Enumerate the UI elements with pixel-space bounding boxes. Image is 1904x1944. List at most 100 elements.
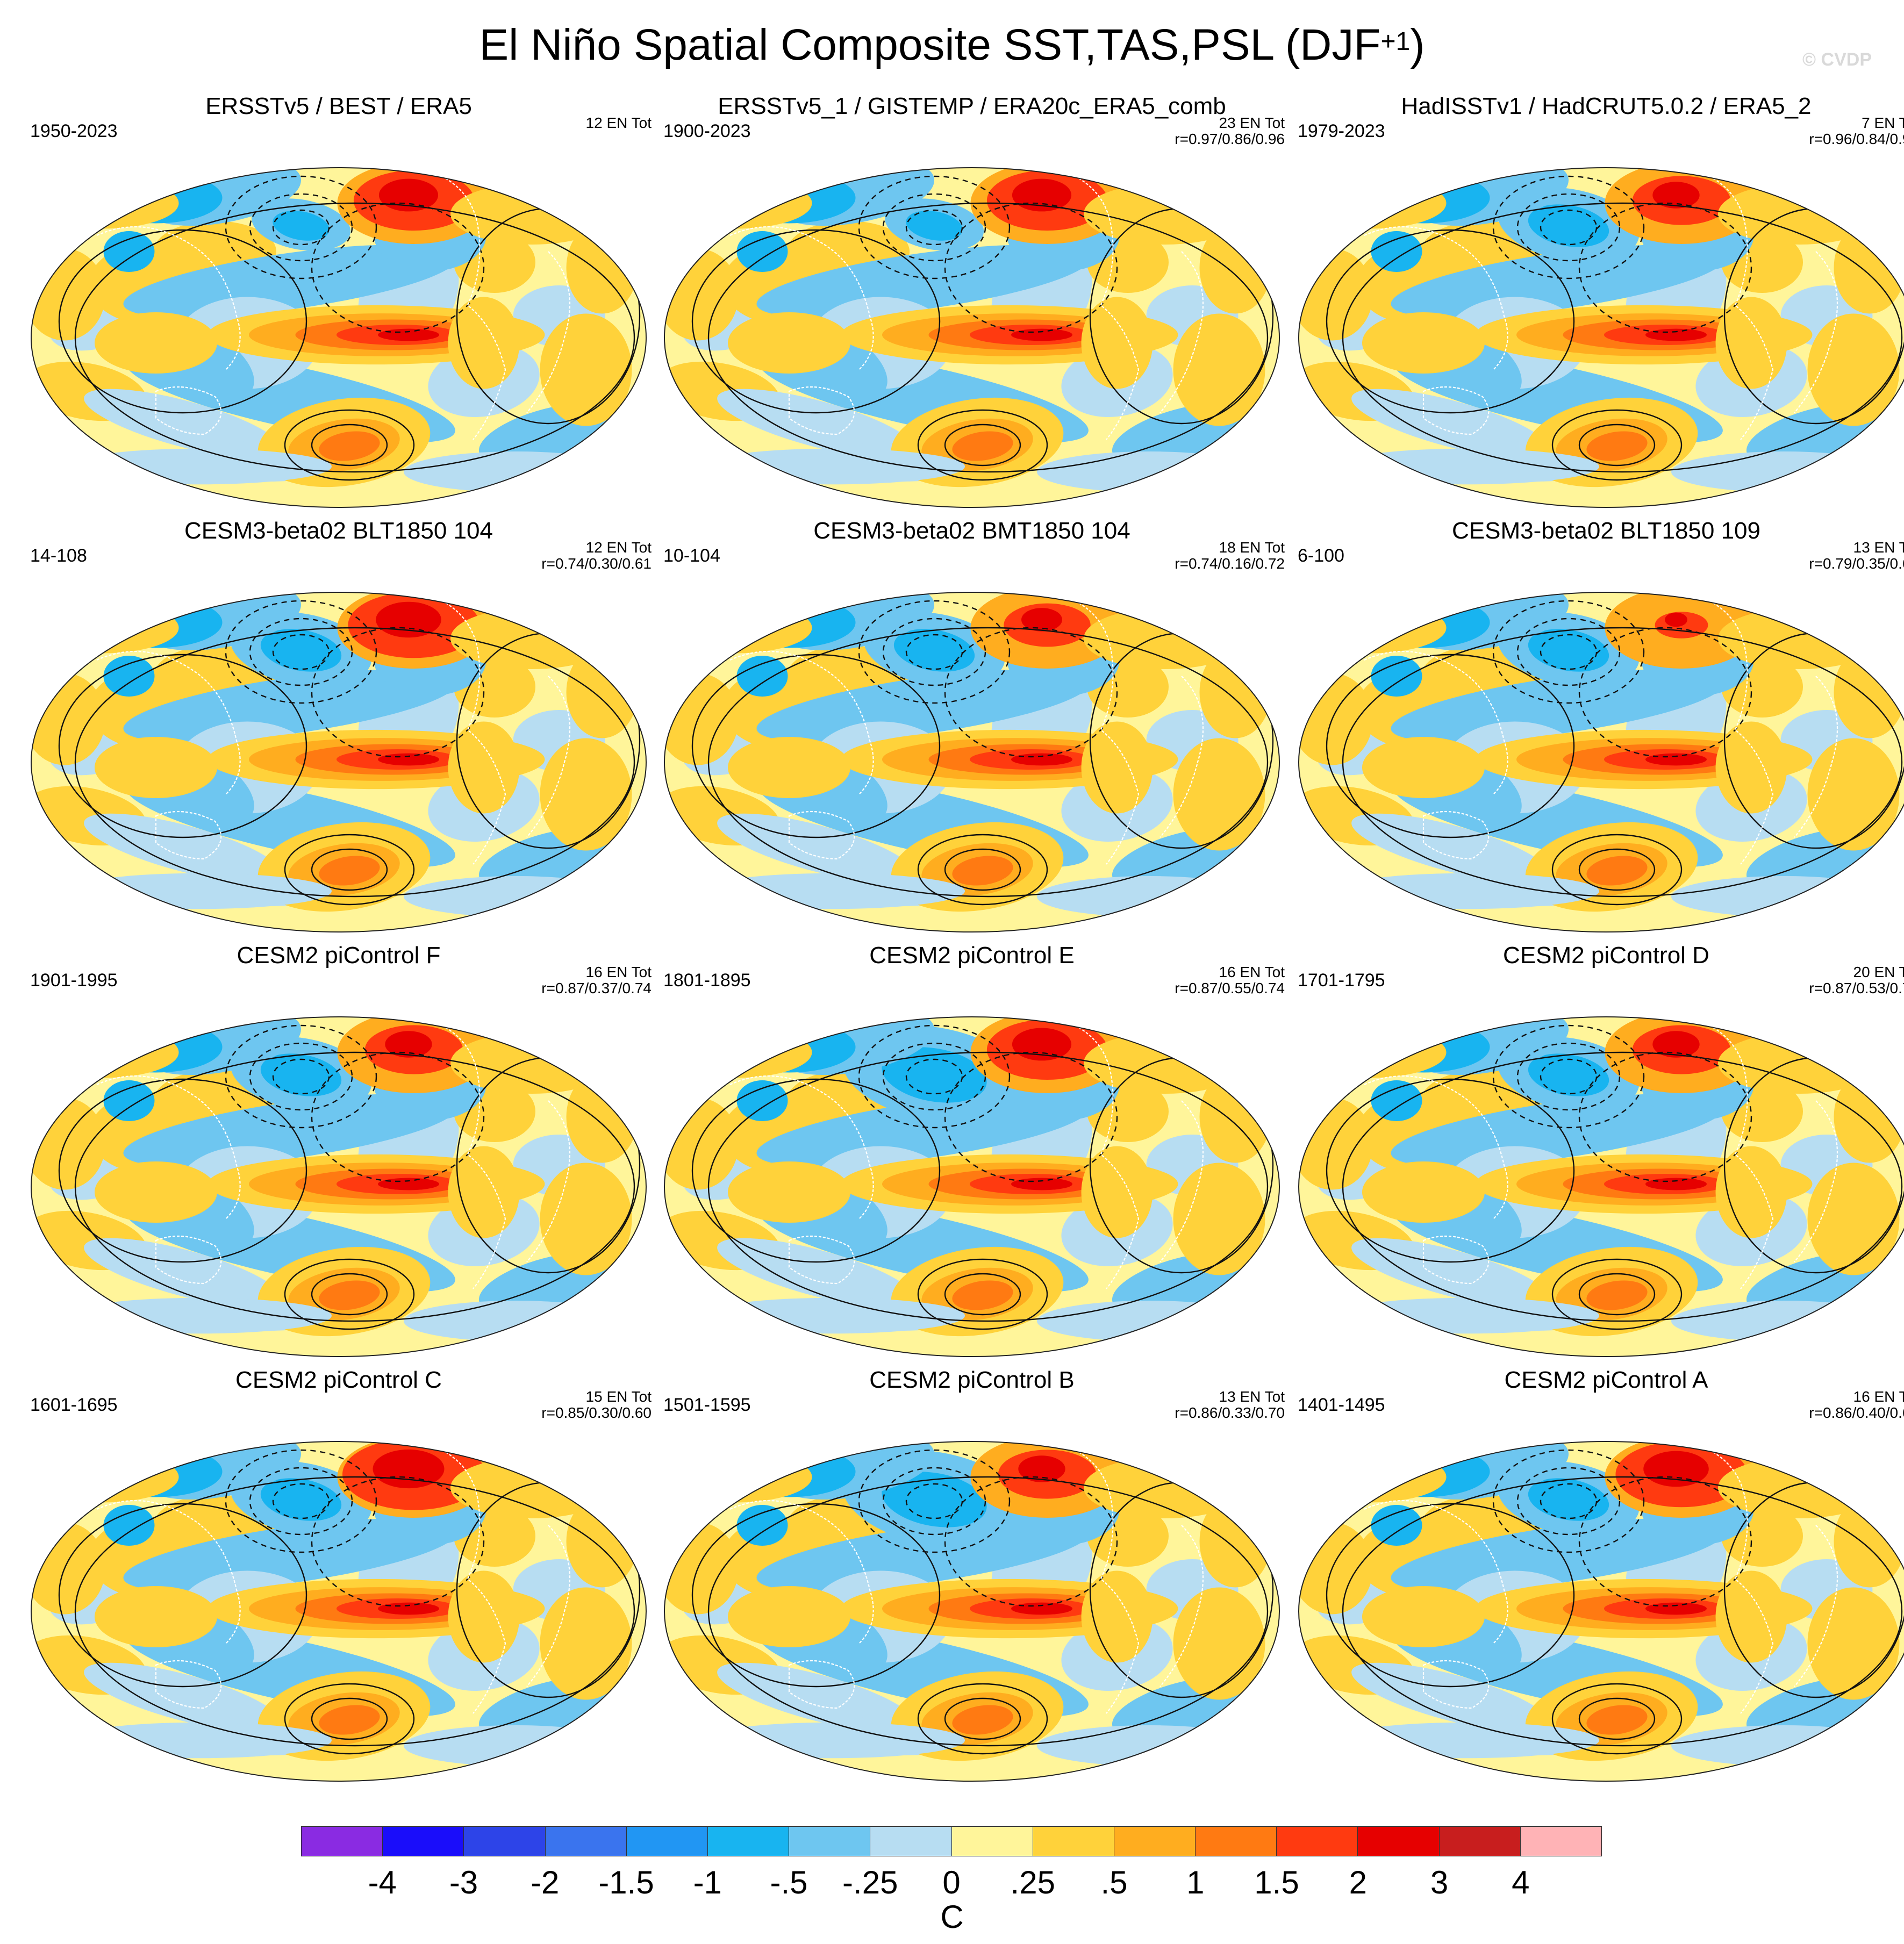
panel-en-count: 7 EN Tot <box>1862 114 1904 131</box>
map-panel: CESM3-beta02 BLT1850 104 14-108 12 EN Tot r… <box>22 515 656 939</box>
psl-contour-positive <box>691 654 941 838</box>
anomaly-patch <box>1652 1031 1700 1058</box>
psl-contour-positive <box>311 424 388 467</box>
map-border <box>1298 167 1904 508</box>
psl-contour-negative <box>882 1042 986 1111</box>
anomaly-patch <box>882 1472 987 1527</box>
panel-correlation: r=0.87/0.55/0.74 <box>1175 980 1285 996</box>
psl-contour-negative <box>1516 618 1621 686</box>
panel-years: 1401-1495 <box>1298 1395 1385 1415</box>
anomaly-patch <box>1081 297 1153 389</box>
panel-title: CESM3-beta02 BMT1850 104 <box>813 518 1130 544</box>
panel-title: HadISSTv1 / HadCRUT5.0.2 / ERA5_2 <box>1401 93 1812 119</box>
robinson-map <box>31 167 647 508</box>
psl-contour-negative <box>311 202 485 333</box>
anomaly-patch <box>1081 1146 1153 1238</box>
anomaly-patch <box>1011 328 1072 341</box>
colorbar-tick-label: -2 <box>531 1864 560 1900</box>
colorbar-tick-label: 4 <box>1512 1864 1530 1900</box>
coastline <box>96 226 241 370</box>
anomaly-patch <box>95 1586 217 1647</box>
anomaly-patch <box>31 177 179 229</box>
anomaly-patch <box>756 245 1091 318</box>
psl-contour-positive <box>1578 1273 1656 1316</box>
anomaly-patch <box>736 1080 788 1121</box>
colorbar-swatch <box>383 1827 464 1856</box>
coastline <box>788 1235 855 1285</box>
coastline <box>96 1500 241 1644</box>
psl-contour-positive <box>74 202 635 473</box>
psl-contour-positive <box>1551 409 1683 481</box>
anomaly-patch <box>1081 1570 1153 1663</box>
anomaly-patch <box>1037 1301 1262 1342</box>
psl-contour-negative <box>1540 1483 1598 1519</box>
coastline <box>729 226 874 370</box>
psl-contour-negative <box>1492 1024 1645 1129</box>
colorbar-tick-label: .5 <box>1100 1864 1128 1900</box>
anomaly-patch <box>95 1161 217 1223</box>
colorbar-swatch <box>1196 1827 1277 1856</box>
anomaly-patch <box>699 873 965 909</box>
psl-contour-positive <box>1326 229 1575 414</box>
colorbar-swatch <box>1033 1827 1114 1856</box>
psl-contour-positive <box>707 1476 1269 1747</box>
colorbar-swatch <box>707 1827 790 1856</box>
panel-years: 10-104 <box>663 546 720 566</box>
colorbar-tick-label: 1.5 <box>1254 1864 1299 1900</box>
anomaly-patch <box>448 721 520 814</box>
panel-en-count: 15 EN Tot <box>585 1388 652 1405</box>
panel-correlation: r=0.97/0.86/0.96 <box>1175 131 1285 147</box>
anomaly-patch <box>728 312 850 374</box>
anomaly-patch <box>1715 721 1787 814</box>
psl-contour-negative <box>905 1058 963 1095</box>
panel-years: 1801-1895 <box>663 970 751 991</box>
panel-years: 1900-2023 <box>663 121 751 141</box>
anomaly-patch <box>1362 1161 1485 1223</box>
robinson-map <box>31 1016 647 1357</box>
psl-contour-positive <box>311 1273 388 1316</box>
anomaly-patch <box>448 1570 520 1663</box>
anomaly-patch <box>1371 231 1422 272</box>
panel-title: CESM2 piControl D <box>1503 942 1709 969</box>
psl-contour-positive <box>1326 1078 1575 1263</box>
map-border <box>1298 592 1904 932</box>
psl-contour-negative <box>272 209 330 246</box>
colorbar-tick-label: 1 <box>1186 1864 1205 1900</box>
coastline <box>1422 1660 1490 1709</box>
anomaly-patch <box>1671 1301 1896 1342</box>
panel-correlation: r=0.86/0.40/0.65 <box>1809 1404 1904 1421</box>
anomaly-patch <box>1334 1297 1599 1334</box>
anomaly-patch <box>1718 1457 1881 1518</box>
anomaly-patch <box>385 1031 432 1058</box>
map-border <box>31 592 647 932</box>
map-panel: CESM2 piControl E 1801-1895 16 EN Tot r=0.8… <box>655 939 1289 1364</box>
anomaly-patch <box>1391 1518 1725 1591</box>
colorbar-tick-label: -1.5 <box>598 1864 654 1900</box>
panel-title: ERSSTv5_1 / GISTEMP / ERA20c_ERA5_comb <box>718 93 1226 119</box>
panel-en-count: 13 EN Tot <box>1219 1388 1285 1405</box>
panel-title: ERSSTv5 / BEST / ERA5 <box>205 93 472 119</box>
psl-contour-positive <box>1551 1683 1683 1755</box>
colorbar-tick-label: -.5 <box>770 1864 808 1900</box>
psl-contour-positive <box>58 1078 307 1263</box>
anomaly-patch <box>1084 1457 1247 1518</box>
psl-contour-negative <box>858 1449 1011 1553</box>
anomaly-patch <box>123 669 457 742</box>
map-border <box>664 1016 1280 1357</box>
coastline <box>96 1075 241 1220</box>
anomaly-patch <box>736 1505 788 1546</box>
anomaly-patch <box>699 1722 965 1759</box>
coastline <box>1159 1525 1204 1687</box>
colorbar-swatch <box>951 1827 1033 1856</box>
anomaly-patch <box>1334 448 1599 485</box>
map-panel: CESM2 piControl C 1601-1695 15 EN Tot r=0.8… <box>22 1364 656 1789</box>
psl-contour-negative <box>944 1476 1118 1607</box>
psl-contour-negative <box>1492 600 1645 704</box>
anomaly-patch <box>1671 1725 1896 1766</box>
psl-contour-negative <box>1516 193 1621 262</box>
psl-contour-positive <box>1326 654 1575 838</box>
psl-contour-positive <box>944 1273 1021 1316</box>
psl-contour-negative <box>272 634 330 670</box>
anomaly-patch <box>1391 669 1725 742</box>
anomaly-patch <box>1645 753 1707 766</box>
